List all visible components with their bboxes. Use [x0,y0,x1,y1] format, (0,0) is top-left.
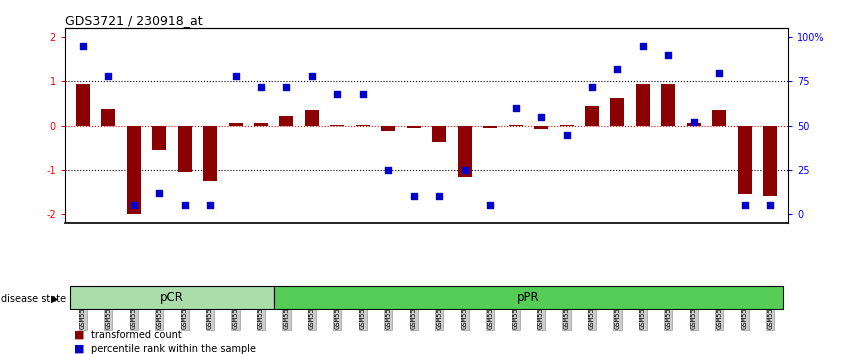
Bar [254,124,268,126]
Bar [483,126,497,128]
Point [763,202,777,208]
Text: ■: ■ [74,344,84,354]
Bar [152,126,166,150]
Point [331,91,345,97]
Point [559,132,573,137]
Point [611,66,624,72]
Text: pCR: pCR [160,291,184,304]
Text: ■: ■ [74,330,84,339]
Point [662,52,675,58]
Bar [687,124,701,126]
Point [508,105,522,111]
Point [356,91,370,97]
Text: GDS3721 / 230918_at: GDS3721 / 230918_at [65,14,203,27]
Bar [738,126,752,194]
Bar [229,124,242,126]
Bar [356,125,370,126]
Text: ▶: ▶ [51,294,59,304]
Bar [75,84,90,126]
Bar [204,126,217,181]
Point [458,167,472,173]
Bar [458,126,472,177]
Point [254,84,268,90]
Bar [763,126,778,196]
Point [229,73,242,79]
Bar [534,126,548,129]
Bar [636,84,650,126]
Text: disease state: disease state [1,294,66,304]
Bar [559,125,573,126]
Point [407,194,421,199]
Point [126,202,140,208]
FancyBboxPatch shape [70,286,274,308]
Text: pPR: pPR [517,291,540,304]
Point [101,73,115,79]
Point [381,167,395,173]
Text: percentile rank within the sample: percentile rank within the sample [91,344,256,354]
Point [76,43,90,49]
Point [534,114,548,120]
Bar [381,126,395,131]
Bar [611,98,624,126]
Point [305,73,319,79]
Bar [662,84,675,126]
Bar [126,126,140,214]
Point [178,202,191,208]
Point [483,202,497,208]
Bar [101,109,115,126]
FancyBboxPatch shape [274,286,783,308]
Point [152,190,166,196]
Bar [713,110,727,126]
Point [585,84,599,90]
Point [713,70,727,75]
Bar [305,110,319,126]
Point [636,43,650,49]
Bar [432,126,446,143]
Bar [407,126,421,128]
Bar [508,125,522,126]
Point [687,119,701,125]
Bar [331,125,345,126]
Bar [280,116,294,126]
Point [738,202,752,208]
Point [280,84,294,90]
Point [204,202,217,208]
Bar [585,106,599,126]
Text: transformed count: transformed count [91,330,182,339]
Point [432,194,446,199]
Bar [178,126,191,172]
